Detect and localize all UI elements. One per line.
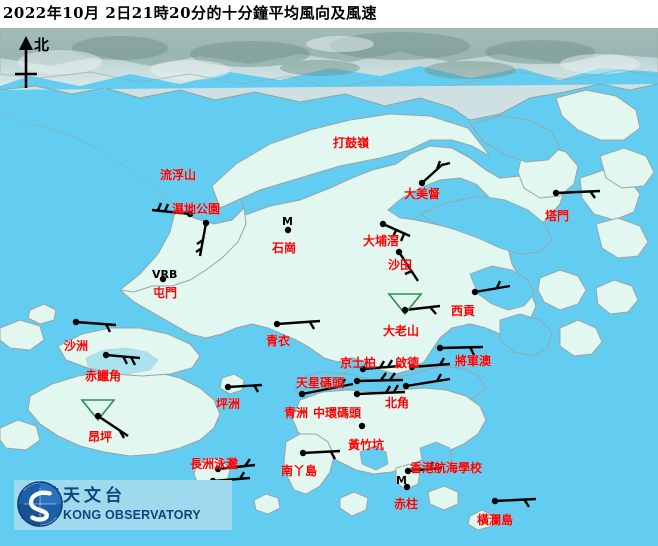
station-dot[interactable] bbox=[359, 365, 367, 373]
station-label: 赤鱲角 bbox=[85, 369, 122, 383]
station-label: 昂坪 bbox=[88, 430, 113, 444]
wind-barb bbox=[217, 458, 256, 471]
station-label: 將軍澳 bbox=[455, 354, 492, 368]
wind-barb-layer bbox=[72, 160, 601, 508]
station-label: 沙田 bbox=[388, 258, 413, 272]
wind-barb bbox=[301, 378, 354, 396]
station-label: 中環碼頭 bbox=[313, 406, 362, 420]
station-label: 香港航海學校 bbox=[410, 461, 483, 475]
wind-barb bbox=[302, 449, 341, 460]
station-label: 屯門 bbox=[153, 286, 178, 300]
wind-barb bbox=[356, 384, 406, 396]
station-label: 青衣 bbox=[266, 334, 291, 348]
wind-barb bbox=[555, 189, 601, 199]
station-label: 塔門 bbox=[545, 209, 570, 223]
station-label: 天星碼頭 bbox=[296, 376, 345, 390]
station-dot[interactable] bbox=[403, 483, 411, 491]
station-label: 沙洲 bbox=[64, 339, 89, 353]
wind-barb bbox=[397, 251, 420, 282]
station-label: 啟德 bbox=[395, 356, 420, 370]
station-label: 流浮山 bbox=[160, 168, 197, 182]
wind-barb bbox=[151, 202, 191, 216]
station-dot[interactable] bbox=[72, 318, 80, 326]
station-dot[interactable] bbox=[202, 219, 210, 227]
station-dot[interactable] bbox=[186, 210, 194, 218]
station-label: 長洲泳灘 bbox=[190, 457, 239, 471]
station-dot[interactable] bbox=[102, 351, 110, 359]
station-dot[interactable] bbox=[471, 288, 479, 296]
wind-barb bbox=[276, 319, 321, 330]
station-dot[interactable] bbox=[491, 497, 499, 505]
station-label: 大老山 bbox=[383, 324, 420, 338]
station-label: 北角 bbox=[385, 396, 410, 410]
station-dot[interactable] bbox=[401, 306, 409, 314]
station-dot[interactable] bbox=[404, 467, 412, 475]
hko-logo-icon bbox=[17, 480, 63, 528]
title-bar: 2022年10月 2日21時20分的十分鐘平均風向及風速 bbox=[0, 0, 658, 28]
station-dot[interactable] bbox=[353, 390, 361, 398]
station-dot[interactable] bbox=[436, 344, 444, 352]
wind-barb bbox=[382, 222, 411, 242]
station-dot[interactable] bbox=[358, 422, 366, 430]
logo-english: HONG KONG OBSERVATORY bbox=[21, 508, 201, 523]
station-dot[interactable] bbox=[159, 275, 167, 283]
wind-barb bbox=[195, 222, 208, 257]
variable-wind-symbol: VRB bbox=[152, 268, 178, 281]
station-dot[interactable] bbox=[298, 390, 306, 398]
station-label: 大美督 bbox=[404, 187, 441, 201]
hko-logo: 香港天文台 HONG KONG OBSERVATORY bbox=[14, 480, 232, 530]
station-label: 濕地公園 bbox=[172, 202, 221, 216]
station-label: 石崗 bbox=[272, 241, 297, 255]
station-dot[interactable] bbox=[214, 465, 222, 473]
wind-barb bbox=[356, 372, 404, 383]
map-geography bbox=[0, 28, 658, 546]
page-title: 2022年10月 2日21時20分的十分鐘平均風向及風速 bbox=[3, 4, 378, 22]
north-label: 北 bbox=[34, 36, 50, 54]
wind-barb bbox=[421, 160, 451, 184]
wind-barb bbox=[411, 357, 451, 369]
station-label: 西貢 bbox=[451, 304, 476, 318]
wind-barb bbox=[439, 345, 484, 356]
wind-barb bbox=[407, 461, 443, 473]
station-dot[interactable] bbox=[379, 220, 387, 228]
station-dot[interactable] bbox=[224, 383, 232, 391]
station-dot[interactable] bbox=[353, 377, 361, 385]
station-dot[interactable] bbox=[284, 226, 292, 234]
station-dot[interactable] bbox=[402, 382, 410, 390]
station-dot[interactable] bbox=[299, 449, 307, 457]
wind-barb bbox=[494, 497, 537, 508]
calm-wind-symbol: M bbox=[282, 215, 293, 228]
wind-barb bbox=[105, 353, 141, 366]
station-dot[interactable] bbox=[418, 179, 426, 187]
map-canvas[interactable]: 打鼓嶺流浮山濕地公園 M 石崗 VRB 屯門 大美督大埔滘沙田 塔門西貢大老山京士柏 啟德 將軍… bbox=[0, 28, 658, 546]
wind-barb bbox=[474, 280, 511, 294]
station-label: 打鼓嶺 bbox=[333, 136, 370, 150]
wind-barb bbox=[362, 359, 401, 371]
north-arrow-icon bbox=[15, 36, 37, 88]
wind-barb bbox=[227, 383, 263, 393]
station-label: 黃竹坑 bbox=[348, 438, 385, 452]
station-label: 青洲 bbox=[284, 406, 309, 420]
station-label: 橫瀾島 bbox=[477, 513, 514, 527]
station-label: 大埔滘 bbox=[363, 234, 400, 248]
wind-barb bbox=[97, 415, 129, 439]
station-dot[interactable] bbox=[395, 248, 403, 256]
station-dot[interactable] bbox=[94, 412, 102, 420]
station-dot[interactable] bbox=[408, 363, 416, 371]
wind-barb bbox=[405, 373, 451, 388]
north-arrow: 北 bbox=[8, 34, 78, 92]
station-dot[interactable] bbox=[552, 189, 560, 197]
station-dot[interactable] bbox=[273, 320, 281, 328]
station-label: 南丫島 bbox=[281, 464, 318, 478]
calm-wind-symbol: M bbox=[396, 474, 407, 487]
wind-barb bbox=[75, 320, 117, 333]
station-label: 赤柱 bbox=[394, 497, 419, 511]
wind-barb bbox=[404, 304, 441, 315]
peak-station-marker bbox=[387, 293, 423, 316]
station-label: 京士柏 bbox=[340, 356, 377, 370]
peak-station-marker bbox=[80, 399, 116, 422]
station-label: 坪洲 bbox=[216, 397, 241, 411]
